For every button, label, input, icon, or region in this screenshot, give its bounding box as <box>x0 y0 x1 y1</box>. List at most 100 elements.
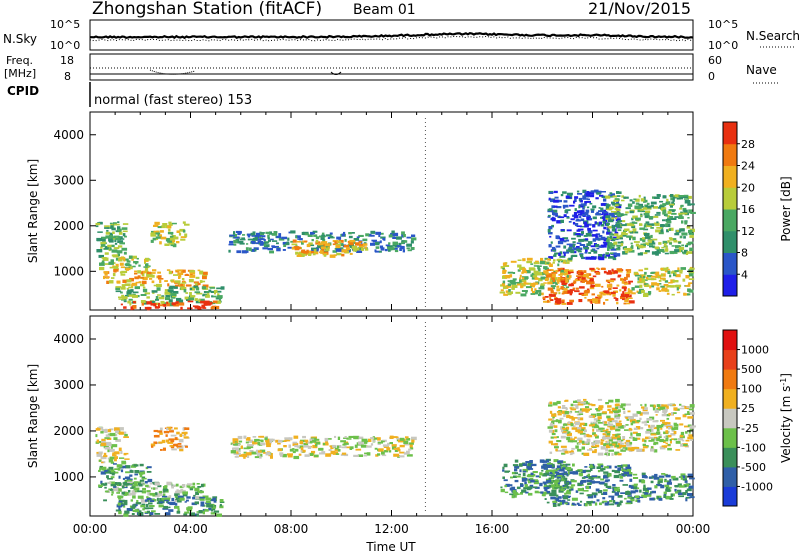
data-cell <box>683 209 688 213</box>
data-cell <box>256 452 261 456</box>
data-cell <box>115 439 121 442</box>
data-cell <box>189 292 192 296</box>
data-cell <box>594 424 599 427</box>
data-cell <box>406 438 411 441</box>
data-cell <box>676 197 681 200</box>
data-cell <box>315 443 318 447</box>
data-cell <box>249 450 254 454</box>
data-cell <box>595 296 601 300</box>
data-cell <box>379 240 382 244</box>
data-cell <box>558 216 565 219</box>
data-cell <box>666 198 669 202</box>
data-cell <box>159 432 163 435</box>
data-cell <box>603 491 608 495</box>
data-cell <box>669 274 672 278</box>
data-cell <box>594 502 598 506</box>
data-cell <box>631 496 635 500</box>
data-cell <box>680 431 685 436</box>
data-cell <box>544 278 549 281</box>
data-cell <box>590 256 597 260</box>
data-cell <box>646 420 649 423</box>
data-cell <box>540 257 544 262</box>
data-cell <box>521 279 527 282</box>
data-cell <box>590 442 596 445</box>
nsearch-label: N.Search <box>746 29 800 43</box>
data-cell <box>178 302 185 306</box>
data-cell <box>189 487 194 491</box>
data-cell <box>192 482 196 486</box>
data-cell <box>178 489 182 494</box>
data-cell <box>566 277 571 280</box>
data-cell <box>337 436 341 440</box>
data-cell <box>586 216 591 220</box>
data-cell <box>651 438 655 442</box>
data-cell <box>210 512 217 515</box>
data-cell <box>172 243 177 248</box>
data-cell <box>688 271 695 274</box>
data-cell <box>565 209 571 211</box>
data-cell <box>663 436 667 439</box>
data-cell <box>178 232 182 236</box>
data-cell <box>100 246 103 249</box>
data-cell <box>670 194 674 198</box>
data-cell <box>674 249 680 253</box>
data-cell <box>134 286 140 290</box>
data-cell <box>213 500 217 503</box>
data-cell <box>588 252 592 254</box>
data-cell <box>128 266 133 270</box>
data-cell <box>560 219 564 223</box>
data-cell <box>600 244 607 248</box>
data-cell <box>152 269 157 272</box>
data-cell <box>578 442 581 445</box>
data-cell <box>188 278 194 283</box>
data-cell <box>325 453 331 457</box>
data-cell <box>527 486 533 489</box>
data-cell <box>170 231 174 235</box>
data-cell <box>511 287 515 290</box>
data-cell <box>658 475 665 478</box>
data-cell <box>621 199 625 202</box>
data-cell <box>638 203 643 207</box>
data-cell <box>554 252 560 255</box>
data-cell <box>677 267 680 270</box>
data-cell <box>120 450 123 454</box>
data-cell <box>113 265 118 269</box>
data-cell <box>646 284 650 287</box>
data-cell <box>145 257 149 261</box>
data-cell <box>561 476 566 478</box>
data-cell <box>170 295 176 299</box>
data-cell <box>577 272 581 275</box>
data-cell <box>162 447 166 451</box>
data-cell <box>574 290 580 293</box>
freq-label: Freq. <box>6 54 33 67</box>
data-cell <box>278 439 283 443</box>
data-cell <box>199 272 204 275</box>
data-cell <box>104 246 109 250</box>
data-cell <box>104 428 108 433</box>
data-cell <box>617 241 624 244</box>
data-cell <box>680 196 684 200</box>
data-cell <box>233 231 236 235</box>
data-cell <box>590 301 593 304</box>
data-cell <box>293 455 300 460</box>
data-cell <box>535 290 542 293</box>
data-cell <box>636 411 641 414</box>
data-cell <box>289 448 294 452</box>
data-cell <box>500 266 505 269</box>
data-cell <box>576 234 581 238</box>
data-cell <box>185 292 189 294</box>
data-cell <box>130 493 136 496</box>
colorbar-tick-label: -1000 <box>741 480 773 493</box>
data-cell <box>626 298 629 301</box>
data-cell <box>554 486 558 489</box>
data-cell <box>679 228 685 232</box>
data-cell <box>607 421 611 425</box>
data-cell <box>658 290 661 292</box>
data-cell <box>610 248 617 251</box>
data-cell <box>586 276 589 279</box>
data-cell <box>545 469 549 473</box>
data-cell <box>121 247 128 251</box>
data-cell <box>101 438 106 441</box>
data-cell <box>565 286 570 289</box>
data-cell <box>597 463 604 466</box>
